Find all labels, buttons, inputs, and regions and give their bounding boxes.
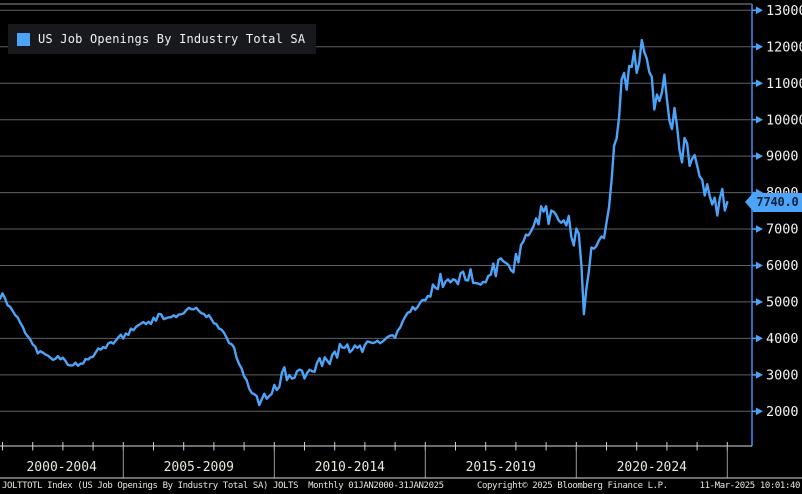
- legend-label: US Job Openings By Industry Total SA: [38, 32, 306, 46]
- y-axis-label: 9000: [766, 149, 799, 165]
- last-value-badge: 7740.0: [745, 193, 802, 212]
- y-axis-label: 13000: [766, 3, 802, 19]
- y-axis-tick-arrow-icon: [756, 371, 763, 379]
- x-section-label: 2005-2009: [164, 460, 234, 475]
- y-axis-tick-arrow-icon: [756, 79, 763, 87]
- y-axis-tick-arrow-icon: [756, 225, 763, 233]
- legend[interactable]: US Job Openings By Industry Total SA: [8, 24, 317, 54]
- x-section-label: 2020-2024: [617, 460, 688, 475]
- y-axis-label: 4000: [766, 331, 799, 347]
- y-axis-label: 11000: [766, 76, 802, 92]
- y-axis-label: 7000: [766, 222, 799, 238]
- x-section-label: 2010-2014: [315, 460, 386, 475]
- y-axis-tick-arrow-icon: [756, 298, 763, 306]
- y-axis-label: 2000: [766, 404, 799, 420]
- footer-timestamp: 11-Mar-2025 10:01:40: [699, 481, 801, 491]
- y-axis-tick-arrow-icon: [756, 334, 763, 343]
- y-axis-tick-arrow-icon: [756, 6, 763, 15]
- legend-swatch: [17, 32, 30, 46]
- y-axis-label: 10000: [766, 112, 802, 128]
- y-axis-label: 6000: [766, 258, 799, 274]
- y-axis-label: 3000: [766, 368, 799, 384]
- footer-security-description: JOLTTOTL Index (US Job Openings By Indus…: [2, 481, 444, 491]
- y-axis-tick-arrow-icon: [756, 115, 763, 124]
- y-axis-label: 5000: [766, 295, 799, 311]
- y-axis-tick-arrow-icon: [756, 43, 763, 51]
- footer-bar: JOLTTOTL Index (US Job Openings By Indus…: [0, 479, 802, 494]
- x-section-label: 2015-2019: [466, 460, 536, 475]
- footer-copyright: Copyright© 2025 Bloomberg Finance L.P.: [477, 481, 668, 491]
- y-axis-tick-arrow-icon: [756, 261, 763, 270]
- x-section-label: 2000-2004: [26, 460, 97, 475]
- y-axis-tick-arrow-icon: [756, 407, 763, 416]
- y-axis-label: 12000: [766, 39, 802, 55]
- series-line: [0, 38, 729, 407]
- y-axis-tick-arrow-icon: [756, 152, 763, 160]
